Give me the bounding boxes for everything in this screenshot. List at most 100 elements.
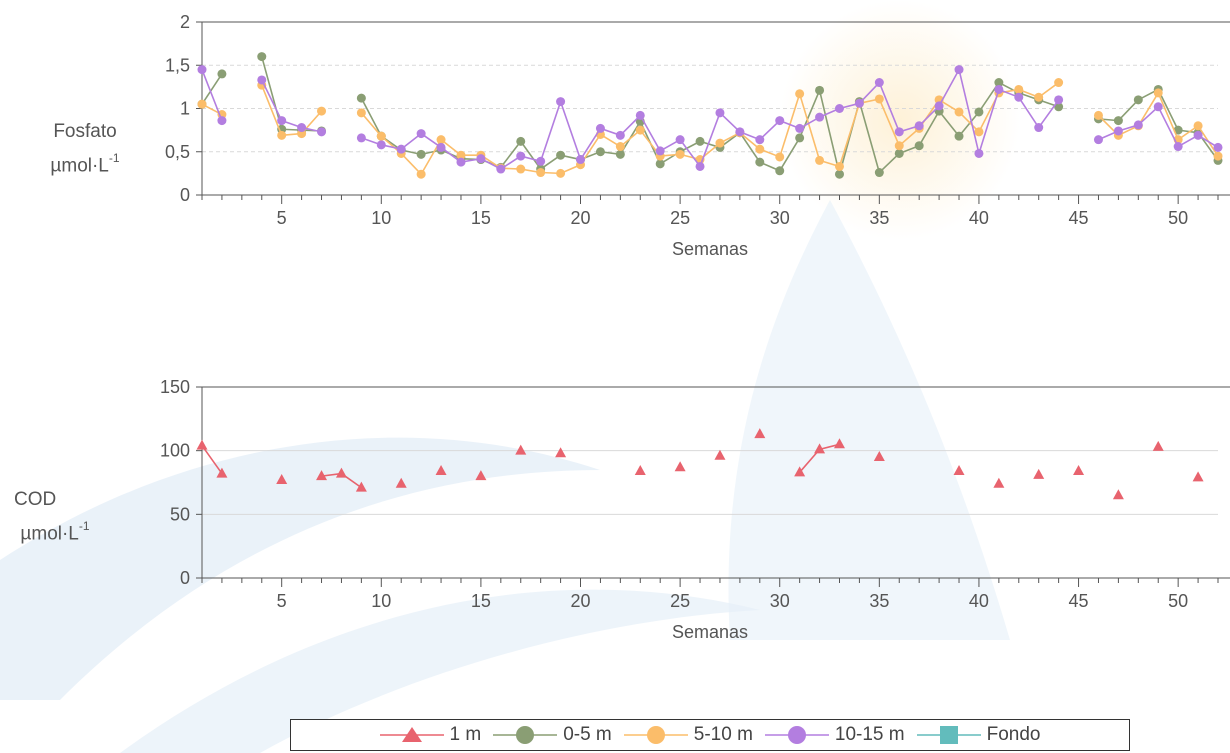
data-point-10-15-m bbox=[197, 65, 207, 75]
x-tick-label: 10 bbox=[371, 208, 391, 228]
series-line-10-15-m bbox=[719, 112, 741, 133]
data-point-5-10-m bbox=[874, 94, 884, 104]
data-point-10-15-m bbox=[456, 157, 466, 167]
x-tick-label: 25 bbox=[670, 208, 690, 228]
x-axis-label: Semanas bbox=[672, 622, 748, 642]
series-line-10-15-m bbox=[978, 89, 1000, 154]
chart1-y-unit-exponent: -1 bbox=[108, 151, 120, 165]
data-point-10-15-m bbox=[615, 130, 625, 140]
data-point-10-15-m bbox=[516, 151, 526, 161]
x-tick-label: 45 bbox=[1069, 208, 1089, 228]
data-point-5-10-m bbox=[456, 150, 466, 160]
data-point-10-15-m bbox=[715, 108, 725, 118]
chart2-y-label-text: COD bbox=[14, 489, 57, 510]
data-point-1-m bbox=[475, 470, 487, 481]
data-point-0-5-m bbox=[695, 136, 705, 146]
data-point-5-10-m bbox=[755, 144, 765, 154]
legend-item-0-5m[interactable]: 0-5 m bbox=[493, 724, 612, 746]
y-tick-label: 0 bbox=[180, 185, 190, 205]
series-line-0-5-m bbox=[779, 137, 801, 172]
series-line-0-5-m bbox=[520, 140, 542, 170]
data-point-0-5-m bbox=[755, 157, 765, 167]
series-line-0-5-m bbox=[739, 132, 761, 163]
data-point-10-15-m bbox=[775, 116, 785, 126]
data-point-1-m bbox=[993, 477, 1005, 488]
data-point-10-15-m bbox=[635, 110, 645, 120]
data-point-10-15-m bbox=[277, 116, 287, 126]
series-line-0-5-m bbox=[201, 73, 223, 105]
data-point-10-15-m bbox=[1133, 120, 1143, 130]
data-point-5-10-m bbox=[1153, 88, 1163, 98]
data-point-10-15-m bbox=[317, 127, 327, 137]
data-point-5-10-m bbox=[516, 164, 526, 174]
y-tick-label: 150 bbox=[160, 377, 190, 397]
x-tick-label: 20 bbox=[570, 208, 590, 228]
chart1-y-unit: µmol·L-1 bbox=[20, 146, 150, 180]
legend-1m-symbol-icon bbox=[379, 727, 444, 742]
series-line-0-5-m bbox=[918, 110, 940, 147]
data-point-0-5-m bbox=[257, 52, 267, 62]
data-point-5-10-m bbox=[436, 135, 446, 145]
data-point-0-5-m bbox=[516, 136, 526, 146]
series-line-5-10-m bbox=[1137, 92, 1159, 127]
data-point-10-15-m bbox=[695, 161, 705, 171]
data-point-10-15-m bbox=[1054, 95, 1064, 105]
series-0-5-m bbox=[197, 52, 1223, 179]
data-point-5-10-m bbox=[1093, 110, 1103, 120]
data-point-10-15-m bbox=[1193, 130, 1203, 140]
data-point-10-15-m bbox=[1034, 123, 1044, 133]
data-point-10-15-m bbox=[436, 142, 446, 152]
data-point-10-15-m bbox=[536, 156, 546, 166]
series-line-5-10-m bbox=[878, 98, 900, 147]
data-point-1-m bbox=[216, 467, 228, 478]
series-line-5-10-m bbox=[798, 93, 821, 161]
series-line-5-10-m bbox=[1157, 92, 1179, 140]
data-point-10-15-m bbox=[815, 112, 825, 122]
y-tick-label: 50 bbox=[170, 504, 190, 524]
data-point-10-15-m bbox=[954, 65, 964, 75]
data-point-10-15-m bbox=[595, 123, 605, 133]
data-point-0-5-m bbox=[1113, 116, 1123, 126]
y-tick-label: 0,5 bbox=[165, 142, 190, 162]
data-point-5-10-m bbox=[197, 99, 207, 109]
data-point-0-5-m bbox=[1054, 102, 1064, 112]
data-point-10-15-m bbox=[376, 140, 386, 150]
data-point-10-15-m bbox=[356, 133, 366, 143]
data-point-5-10-m bbox=[317, 106, 327, 116]
data-point-5-10-m bbox=[954, 107, 964, 117]
y-tick-label: 1 bbox=[180, 99, 190, 119]
legend-item-fondo[interactable]: Fondo bbox=[916, 724, 1040, 746]
data-point-10-15-m bbox=[974, 148, 984, 158]
data-point-5-10-m bbox=[1054, 78, 1064, 88]
data-point-0-5-m bbox=[974, 107, 984, 117]
series-line-0-5-m bbox=[958, 111, 980, 137]
data-point-10-15-m bbox=[476, 154, 486, 164]
data-point-5-10-m bbox=[775, 152, 785, 162]
data-point-10-15-m bbox=[675, 135, 685, 145]
x-axis-label: Semanas bbox=[672, 239, 748, 259]
data-point-10-15-m bbox=[496, 164, 506, 174]
series-line-1-m bbox=[201, 445, 223, 475]
data-point-5-10-m bbox=[1213, 151, 1223, 161]
data-point-1-m bbox=[833, 438, 845, 449]
data-point-10-15-m bbox=[1113, 126, 1123, 136]
chart1-y-unit-text: µmol·L bbox=[50, 155, 109, 177]
legend-item-10-15m[interactable]: 10-15 m bbox=[764, 724, 905, 746]
legend-item-5-10m[interactable]: 5-10 m bbox=[623, 724, 753, 746]
chart2-y-unit-text: µmol·L bbox=[20, 523, 79, 545]
series-line-10-15-m bbox=[619, 114, 641, 136]
data-point-1-m bbox=[355, 481, 367, 492]
data-point-1-m bbox=[196, 439, 208, 450]
data-point-1-m bbox=[1033, 468, 1045, 479]
data-point-1-m bbox=[814, 443, 826, 454]
x-tick-label: 35 bbox=[869, 591, 889, 611]
data-point-0-5-m bbox=[775, 166, 785, 176]
data-point-1-m bbox=[953, 465, 965, 476]
legend-label-1m: 1 m bbox=[449, 724, 482, 745]
data-point-10-15-m bbox=[894, 127, 904, 137]
data-point-5-10-m bbox=[277, 130, 287, 140]
series-line-10-15-m bbox=[878, 82, 900, 133]
legend-item-1m[interactable]: 1 m bbox=[379, 724, 482, 746]
